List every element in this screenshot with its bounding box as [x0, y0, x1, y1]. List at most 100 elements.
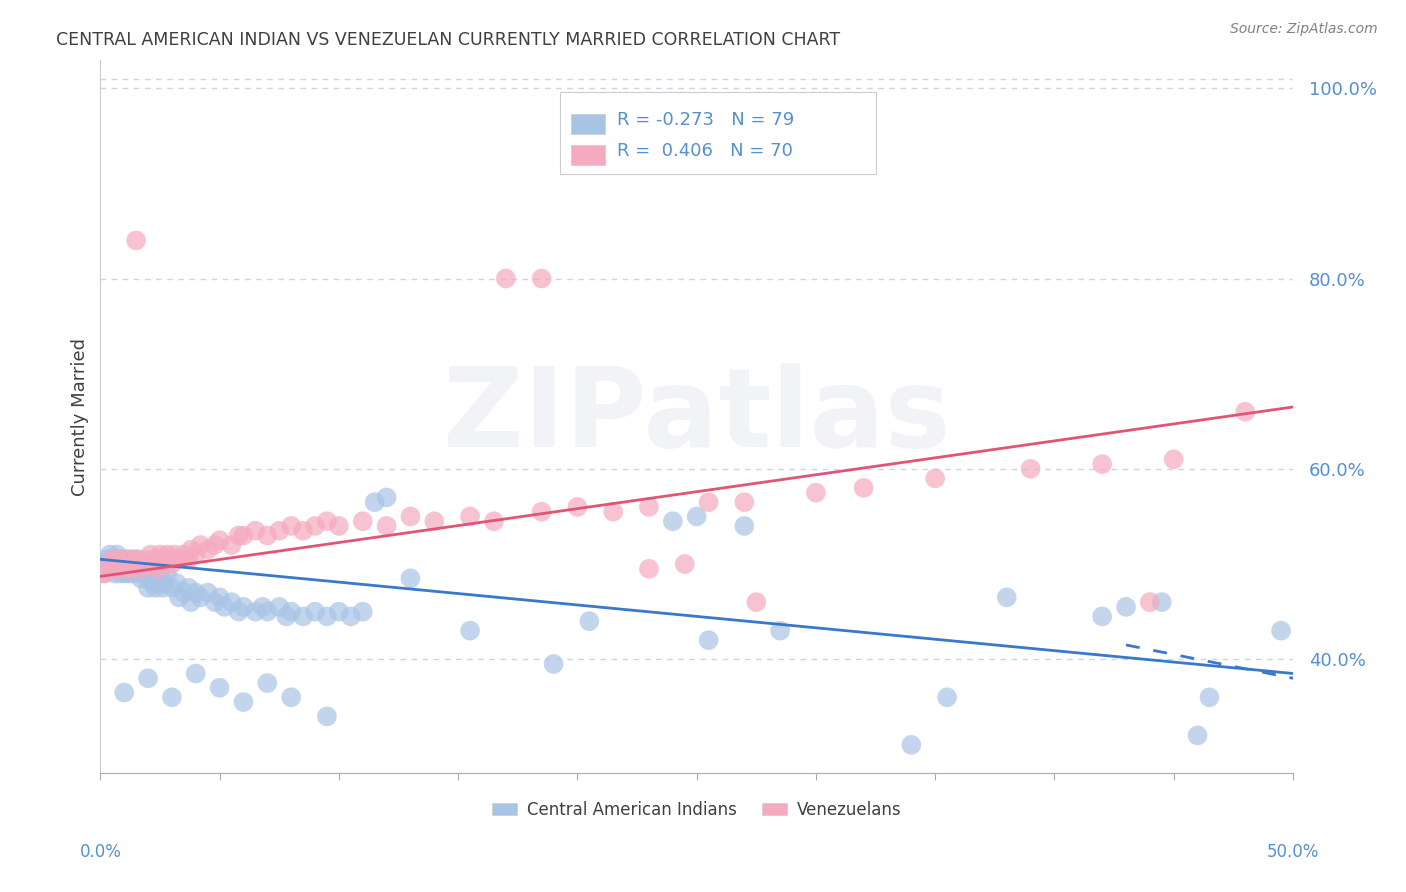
Point — [328, 605, 350, 619]
Point — [482, 514, 505, 528]
Point — [105, 557, 128, 571]
Point — [115, 552, 138, 566]
Point — [142, 557, 165, 571]
Point — [352, 605, 374, 619]
Point — [105, 562, 128, 576]
Point — [177, 581, 200, 595]
Point — [733, 495, 755, 509]
Point — [697, 495, 720, 509]
Point — [129, 562, 152, 576]
Point — [1019, 462, 1042, 476]
Point — [146, 562, 169, 576]
Point — [232, 695, 254, 709]
Point — [685, 509, 707, 524]
Point — [136, 671, 159, 685]
Point — [269, 599, 291, 614]
Point — [160, 690, 183, 705]
Point — [228, 605, 250, 619]
Point — [108, 562, 131, 576]
Text: 0.0%: 0.0% — [79, 843, 121, 861]
Point — [638, 562, 661, 576]
Point — [101, 557, 124, 571]
Point — [1091, 457, 1114, 471]
Point — [139, 548, 162, 562]
Point — [136, 571, 159, 585]
Point — [166, 576, 188, 591]
Point — [252, 599, 274, 614]
Point — [101, 562, 124, 576]
Point — [112, 562, 135, 576]
Point — [128, 566, 150, 581]
Point — [150, 581, 173, 595]
Point — [995, 591, 1018, 605]
Point — [1163, 452, 1185, 467]
Point — [111, 557, 134, 571]
Point — [101, 552, 124, 566]
Point — [136, 581, 159, 595]
Point — [129, 557, 152, 571]
Point — [96, 562, 118, 576]
Point — [1091, 609, 1114, 624]
Point — [375, 519, 398, 533]
Point — [256, 676, 278, 690]
Point — [132, 557, 155, 571]
Point — [112, 685, 135, 699]
Point — [149, 548, 172, 562]
Point — [125, 557, 148, 571]
Point — [98, 548, 121, 562]
Point — [458, 509, 481, 524]
Point — [115, 552, 138, 566]
Point — [104, 557, 127, 571]
Point — [156, 566, 179, 581]
Point — [122, 566, 145, 581]
Point — [94, 557, 117, 571]
Text: CENTRAL AMERICAN INDIAN VS VENEZUELAN CURRENTLY MARRIED CORRELATION CHART: CENTRAL AMERICAN INDIAN VS VENEZUELAN CU… — [56, 31, 841, 49]
Point — [458, 624, 481, 638]
Point — [769, 624, 792, 638]
Point — [177, 552, 200, 566]
Point — [228, 528, 250, 542]
Point — [118, 562, 141, 576]
Point — [143, 581, 166, 595]
Point — [1198, 690, 1220, 705]
Point — [125, 557, 148, 571]
Point — [173, 548, 195, 562]
Point — [208, 591, 231, 605]
Point — [204, 595, 226, 609]
Point — [232, 528, 254, 542]
Point — [638, 500, 661, 514]
Point — [167, 591, 190, 605]
Point — [1234, 405, 1257, 419]
Point — [160, 581, 183, 595]
Point — [163, 548, 186, 562]
Point — [375, 491, 398, 505]
Point — [340, 609, 363, 624]
Point — [146, 576, 169, 591]
Point — [118, 557, 141, 571]
Point — [139, 566, 162, 581]
Point — [256, 528, 278, 542]
Point — [304, 605, 326, 619]
Point — [673, 557, 696, 571]
Legend: Central American Indians, Venezuelans: Central American Indians, Venezuelans — [485, 795, 908, 826]
Point — [495, 271, 517, 285]
Point — [924, 471, 946, 485]
Point — [745, 595, 768, 609]
Point — [304, 519, 326, 533]
Point — [399, 509, 422, 524]
Point — [221, 538, 243, 552]
Text: 50.0%: 50.0% — [1267, 843, 1319, 861]
Point — [105, 548, 128, 562]
Point — [160, 557, 183, 571]
Point — [1139, 595, 1161, 609]
Point — [136, 557, 159, 571]
Point — [96, 562, 118, 576]
Point — [328, 519, 350, 533]
Point — [292, 609, 315, 624]
Point — [125, 234, 148, 248]
Point — [111, 552, 134, 566]
Point — [115, 557, 138, 571]
Point — [135, 552, 157, 566]
Point — [602, 505, 624, 519]
Point — [352, 514, 374, 528]
